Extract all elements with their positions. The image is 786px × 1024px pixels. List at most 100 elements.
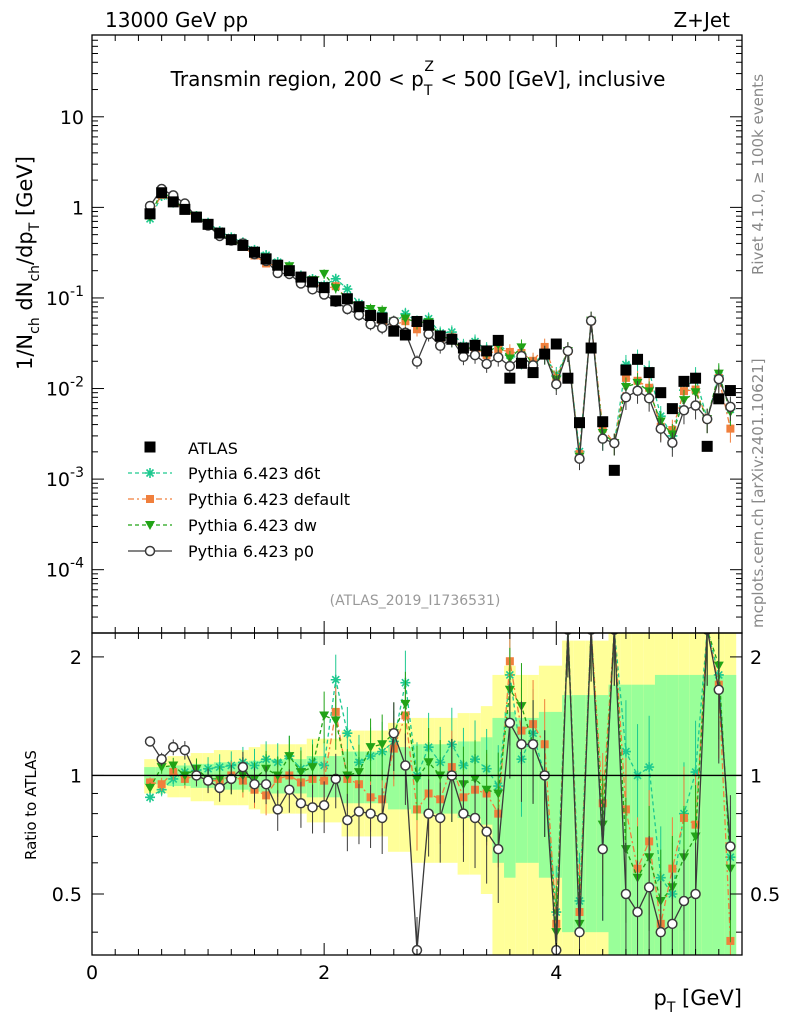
ratio-point	[690, 888, 701, 900]
atlas-points	[144, 187, 736, 476]
atlas-point	[481, 345, 493, 357]
atlas-point	[225, 234, 237, 246]
ratio-point	[179, 744, 191, 756]
atlas-point	[504, 372, 516, 384]
atlas-point	[353, 301, 365, 313]
main-point	[713, 373, 725, 385]
band-1sigma	[712, 674, 725, 955]
ratio-point	[377, 740, 388, 750]
atlas-point	[156, 187, 168, 199]
band-1sigma	[608, 684, 621, 955]
ratio-point	[168, 741, 179, 753]
atlas-point	[655, 387, 667, 399]
ratio-point	[725, 841, 736, 852]
ratio-point	[620, 746, 631, 757]
legend-item-0: Pythia 6.423 d6t	[128, 464, 320, 483]
ratio-point	[400, 699, 411, 709]
ratio-data-layer	[92, 633, 742, 955]
ratio-point	[388, 727, 400, 739]
band-1sigma	[504, 711, 516, 878]
ratio-point	[574, 926, 585, 938]
atlas-point	[307, 276, 319, 288]
main-point	[620, 382, 631, 392]
ratio-point	[307, 802, 318, 813]
legend-marker	[145, 468, 155, 478]
ratio-point	[319, 711, 330, 721]
ratio-point	[365, 808, 376, 819]
ratio-point	[342, 728, 353, 739]
ratio-point	[156, 753, 167, 765]
ratio-point	[156, 763, 167, 773]
atlas-point	[550, 338, 562, 350]
main-point	[319, 269, 330, 279]
atlas-point	[144, 208, 156, 220]
atlas-point	[434, 330, 446, 342]
x-tick-label: 0	[86, 962, 98, 984]
legend-label: Pythia 6.423 dw	[188, 516, 317, 535]
ratio-point	[260, 778, 272, 790]
ratio-point	[144, 736, 156, 747]
main-point	[585, 315, 597, 327]
main-point	[655, 423, 666, 434]
ratio-point	[295, 797, 307, 809]
atlas-point	[190, 211, 202, 223]
main-line-0	[149, 195, 732, 452]
atlas-point	[423, 319, 435, 331]
atlas-point	[492, 334, 504, 346]
main-point	[726, 424, 735, 433]
main-point	[330, 273, 341, 284]
main-point	[469, 349, 481, 361]
main-point	[365, 305, 376, 315]
atlas-point	[388, 325, 400, 337]
ratio-point	[146, 778, 155, 787]
energy-label: 13000 GeV pp	[105, 8, 248, 32]
legend-marker	[144, 545, 156, 557]
atlas-point	[237, 239, 249, 251]
ratio-point	[376, 812, 388, 824]
legend-label: Pythia 6.423 p0	[188, 542, 314, 561]
main-point	[376, 322, 388, 334]
main-point	[632, 385, 643, 397]
ratio-point	[145, 792, 156, 803]
ratio-point	[353, 768, 364, 778]
ratio-point	[667, 918, 678, 930]
ratio-point	[469, 812, 481, 824]
main-line-2	[149, 189, 732, 457]
chart-title-post: < 500 [GeV], inclusive	[434, 67, 665, 91]
ratio-point	[678, 895, 690, 907]
legend-marker	[145, 521, 155, 530]
main-series-0	[145, 191, 736, 463]
main-point	[342, 284, 353, 295]
main-point	[643, 393, 655, 404]
ratio-point	[330, 716, 341, 726]
ratio-point	[214, 782, 225, 794]
atlas-point	[469, 339, 481, 351]
atlas-point	[539, 348, 551, 360]
legend: ATLAS Pythia 6.423 d6t Pythia 6.423 defaul…	[128, 439, 350, 561]
ratio-point	[481, 826, 492, 837]
ratio-tick-label: 0.5	[52, 884, 82, 906]
ratio-point	[493, 789, 504, 799]
ratio-point	[237, 761, 249, 773]
atlas-point	[283, 265, 295, 277]
atlas-point	[666, 403, 678, 415]
atlas-point	[167, 196, 179, 208]
ratio-tick-label: 0.5	[750, 884, 780, 906]
y-axis-label: 1/Nch dNch/dpT [GeV]	[13, 156, 43, 370]
ratio-tick-label: 1	[750, 765, 762, 787]
atlas-point	[330, 295, 342, 307]
main-point	[481, 358, 492, 370]
band-1sigma	[562, 695, 574, 933]
legend-label: Pythia 6.423 d6t	[188, 464, 320, 483]
main-point	[411, 356, 423, 367]
main-point	[690, 388, 701, 398]
atlas-point	[713, 393, 725, 405]
main-point	[597, 433, 608, 444]
main-point	[504, 360, 516, 372]
atlas-point	[446, 333, 458, 345]
main-point	[620, 392, 632, 403]
atlas-point	[260, 253, 272, 265]
main-point	[377, 306, 388, 316]
ratio-point	[527, 739, 539, 750]
